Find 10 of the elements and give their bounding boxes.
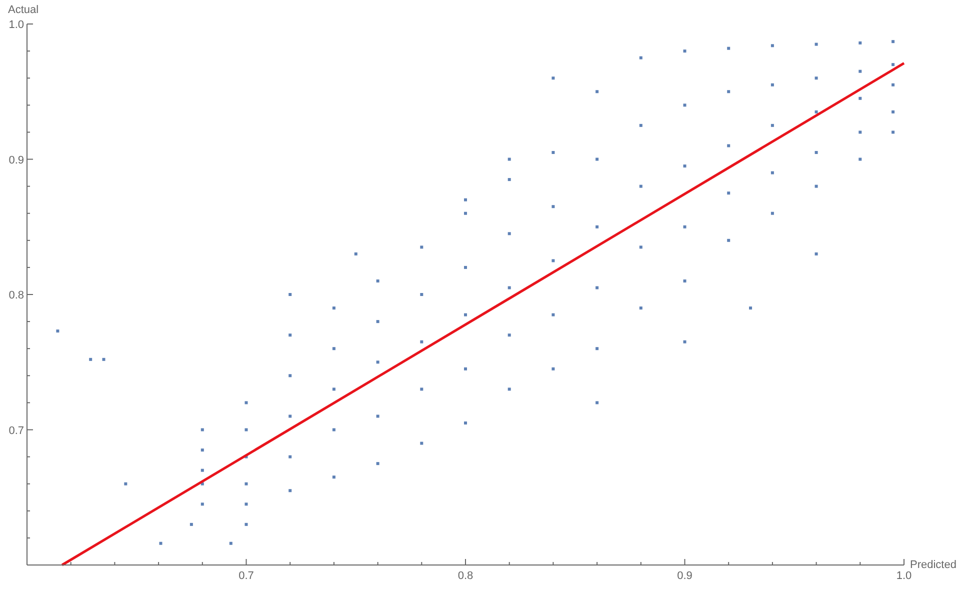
x-tick-label: 0.7 xyxy=(238,570,254,582)
y-tick-label: 1.0 xyxy=(8,19,24,31)
x-tick-label: 1.0 xyxy=(896,570,912,582)
y-tick-label: 0.9 xyxy=(8,154,24,166)
y-axis-title: Actual xyxy=(8,4,39,16)
x-axis-title: Predicted xyxy=(910,559,956,571)
y-tick-label: 0.7 xyxy=(8,424,24,437)
x-tick-label: 0.8 xyxy=(458,570,474,582)
y-tick-label: 0.8 xyxy=(8,290,24,302)
x-tick-label: 0.9 xyxy=(677,570,692,582)
